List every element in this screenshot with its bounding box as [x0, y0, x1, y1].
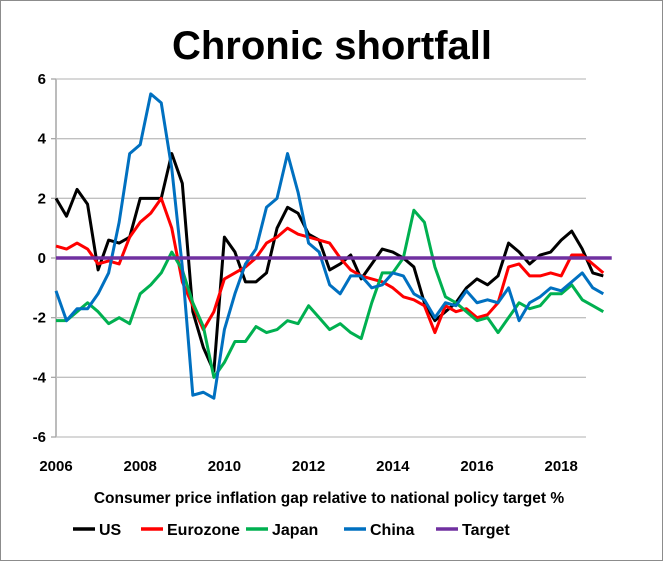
series-line-us	[54, 152, 604, 373]
x-tick-label: 2010	[208, 458, 241, 475]
legend-label-target: Target	[462, 522, 510, 539]
x-tick-label: 2008	[124, 458, 157, 475]
series-line-china	[54, 92, 605, 400]
x-tick-label: 2018	[545, 458, 578, 475]
x-tick-label: 2006	[39, 458, 72, 475]
x-tick-label: 2012	[292, 458, 325, 475]
legend-label-china: China	[370, 522, 415, 539]
x-axis-label: Consumer price inflation gap relative to…	[94, 490, 564, 507]
series-line-japan	[56, 208, 605, 379]
x-tick-label: 2014	[376, 458, 410, 475]
legend: US Eurozone Japan China Target	[73, 522, 510, 539]
y-tick-label: -2	[33, 310, 46, 327]
legend-label-japan: Japan	[272, 522, 318, 539]
x-tick-label: 2016	[460, 458, 493, 475]
y-tick-label: -6	[33, 429, 46, 446]
y-tick-label: 2	[38, 190, 46, 207]
y-tick-label: 6	[38, 71, 46, 88]
legend-label-eurozone: Eurozone	[167, 522, 240, 539]
y-tick-label: 4	[38, 131, 47, 148]
chart-title: Chronic shortfall	[172, 24, 492, 68]
legend-label-us: US	[99, 522, 122, 539]
y-tick-label: 0	[38, 250, 46, 267]
y-tick-label: -4	[33, 369, 47, 386]
series-line-eurozone	[55, 196, 605, 335]
